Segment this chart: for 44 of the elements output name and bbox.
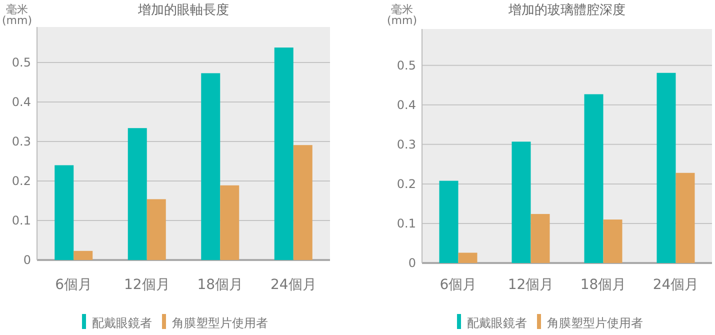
y-tick-label: 0.3	[396, 137, 416, 152]
bar	[201, 73, 220, 260]
y-tick-label: 0.3	[12, 134, 31, 149]
y-tick-label: 0	[408, 256, 416, 270]
y-tick-label: 0.1	[396, 216, 416, 230]
x-tick-label: 12個月	[124, 277, 170, 293]
y-tick-label: 0.5	[396, 58, 416, 72]
y-axis-title: 毫米 (mm)	[2, 3, 32, 27]
bar	[128, 128, 147, 260]
bar	[676, 172, 695, 263]
bar	[74, 250, 93, 260]
bar	[603, 220, 622, 263]
y-tick-label: 0.4	[396, 98, 416, 112]
x-tick-label: 12個月	[508, 277, 554, 293]
y-axis-title: 毫米 (mm)	[386, 3, 418, 27]
bar	[293, 145, 312, 260]
x-tick-label: 6個月	[440, 277, 477, 293]
y-tick-label: 0.4	[12, 95, 31, 110]
x-tick-label: 18個月	[197, 277, 244, 293]
bar	[656, 72, 676, 263]
bar	[530, 214, 550, 263]
bar	[458, 252, 478, 263]
legend-label: 角膜塑型片使用者	[547, 316, 643, 330]
chart-title: 增加的玻璃體腔深度	[508, 2, 626, 18]
bar	[512, 142, 531, 263]
x-tick-label: 18個月	[580, 277, 626, 293]
y-tick-label: 0.1	[12, 214, 31, 228]
y-tick-label: 0.5	[12, 56, 31, 70]
legend-label: 角膜塑型片使用者	[172, 316, 268, 330]
y-tick-label: 0.2	[12, 174, 31, 188]
bar	[54, 165, 74, 260]
y-tick-label: 0	[23, 253, 31, 267]
x-tick-label: 24個月	[652, 277, 699, 293]
bar	[439, 180, 458, 263]
x-tick-label: 6個月	[55, 277, 92, 293]
x-tick-label: 24個月	[270, 277, 316, 293]
y-tick-label: 0.2	[396, 176, 416, 191]
bar	[584, 94, 604, 263]
bar	[220, 185, 240, 260]
bar	[146, 199, 166, 260]
chart-title: 增加的眼軸長度	[137, 2, 229, 18]
legend-label: 配戴眼鏡者	[92, 316, 152, 330]
bar	[274, 48, 294, 260]
legend-label: 配戴眼鏡者	[467, 316, 527, 330]
